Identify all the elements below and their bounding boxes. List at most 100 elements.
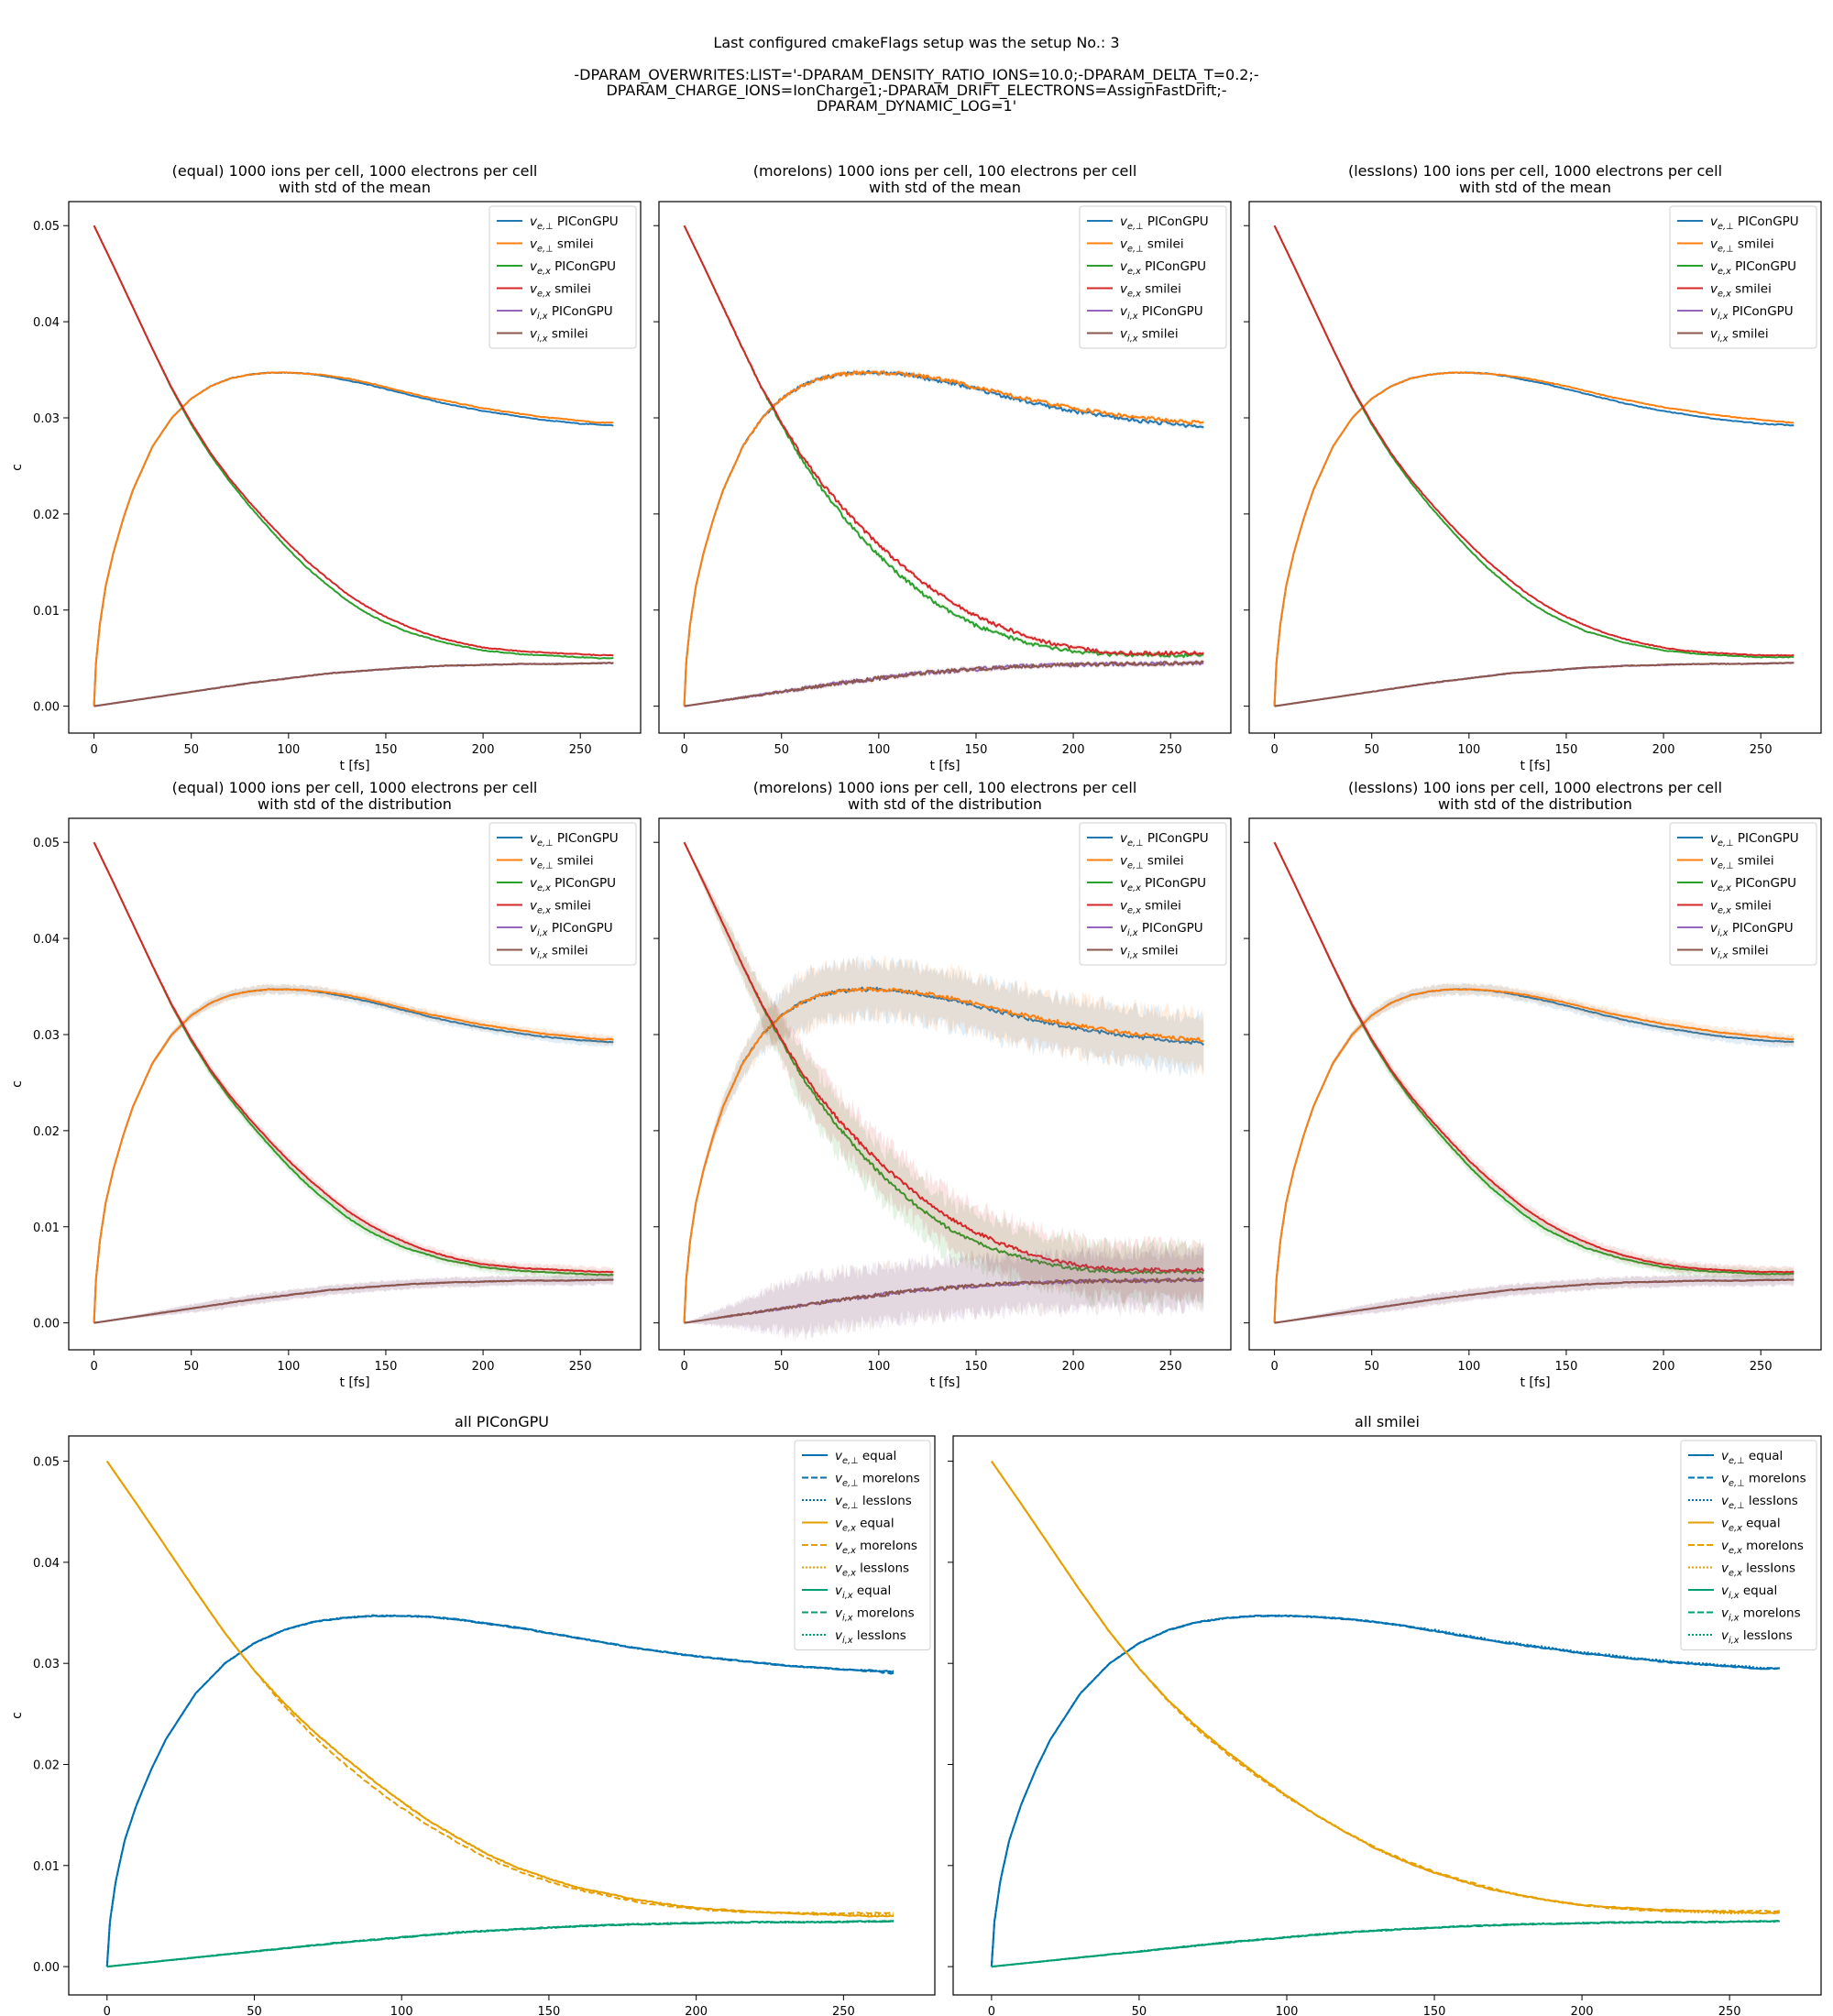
x-tick-label: 50 xyxy=(1364,1360,1379,1374)
x-axis-label: t [fs] xyxy=(929,1375,960,1390)
suptitle-line-2: -DPARAM_OVERWRITES:LIST='-DPARAM_DENSITY… xyxy=(574,66,1259,83)
x-axis-label: t [fs] xyxy=(1520,1375,1550,1390)
x-tick-label: 50 xyxy=(183,743,199,757)
y-tick-label: 0.01 xyxy=(33,1860,60,1874)
series-line-4 xyxy=(93,225,614,657)
chart-title-line: (equal) 1000 ions per cell, 1000 electro… xyxy=(172,162,538,180)
x-tick-label: 250 xyxy=(569,743,592,757)
error-band-6 xyxy=(93,1274,614,1323)
axes-frame xyxy=(952,1435,1822,1996)
legend-label: vi,x lessIons xyxy=(835,1628,906,1646)
plot-series-group xyxy=(990,1461,1781,1968)
legend-label: vi,x equal xyxy=(1721,1583,1777,1601)
legend-label: ve,⊥ lessIons xyxy=(1721,1494,1798,1511)
x-tick-label: 0 xyxy=(90,743,97,757)
series-line-6 xyxy=(1273,1278,1795,1324)
legend: ve,⊥ equal ve,⊥ moreIons ve,⊥ lessIons ve,x… xyxy=(1680,1440,1817,1650)
x-tick-label: 200 xyxy=(1652,1360,1675,1374)
x-tick-label: 250 xyxy=(1750,743,1773,757)
legend-label: ve,x smilei xyxy=(530,282,591,300)
axes-frame xyxy=(658,817,1232,1351)
error-band-6 xyxy=(1274,1272,1795,1323)
series-line-6 xyxy=(991,1461,1780,1915)
series-line-2 xyxy=(683,986,1204,1323)
x-tick-label: 200 xyxy=(1062,743,1085,757)
x-tick-label: 200 xyxy=(472,743,495,757)
chart-title-line: all PIConGPU xyxy=(455,1413,549,1430)
legend-label: vi,x PIConGPU xyxy=(530,921,613,938)
x-tick-label: 200 xyxy=(1571,2005,1594,2016)
series-line-6 xyxy=(1273,662,1795,707)
axes-frame xyxy=(68,201,642,734)
legend-label: ve,x equal xyxy=(1721,1517,1781,1534)
legend: ve,⊥ PIConGPU ve,⊥ smilei ve,x PIConGPU ve,… xyxy=(1079,205,1227,349)
x-tick-label: 150 xyxy=(1555,743,1578,757)
legend-label: ve,x equal xyxy=(835,1517,895,1534)
x-tick-label: 150 xyxy=(1555,1360,1578,1374)
plot-area xyxy=(69,1436,935,1995)
error-band-2 xyxy=(684,954,1204,1323)
series-line-9 xyxy=(991,1919,1781,1968)
chart-panel-2: 0 50 100 150 200 250 t [fs] (moreIons) 1000 ion… xyxy=(653,162,1232,773)
legend-label: ve,⊥ equal xyxy=(835,1449,896,1466)
x-tick-label: 200 xyxy=(1062,1360,1085,1374)
series-line-2 xyxy=(93,371,614,707)
error-band-6 xyxy=(684,659,1204,707)
chart-title-line: with std of the distribution xyxy=(848,795,1042,813)
x-tick-label: 250 xyxy=(1750,1360,1773,1374)
x-tick-label: 150 xyxy=(538,2005,561,2016)
legend-label: vi,x PIConGPU xyxy=(1710,304,1794,322)
x-tick-label: 0 xyxy=(988,2005,995,2016)
error-band-5 xyxy=(684,1244,1204,1341)
legend-label: ve,x lessIons xyxy=(1721,1561,1795,1579)
series-line-2 xyxy=(683,370,1204,707)
series-line-4 xyxy=(683,841,1205,1273)
x-tick-label: 50 xyxy=(183,1360,199,1374)
chart-panel-7: 0501001502002500.000.010.020.030.040.05t… xyxy=(10,1413,936,2016)
x-tick-label: 100 xyxy=(1457,743,1480,757)
legend-label: ve,⊥ moreIons xyxy=(835,1472,920,1489)
plot-series-group xyxy=(683,841,1205,1341)
x-axis-label: t [fs] xyxy=(339,759,369,773)
series-line-8 xyxy=(106,1920,895,1968)
x-tick-label: 100 xyxy=(1457,1360,1480,1374)
plot-series-group xyxy=(93,225,614,707)
legend: ve,⊥ PIConGPU ve,⊥ smilei ve,x PIConGPU ve,… xyxy=(1669,205,1817,349)
legend: ve,⊥ PIConGPU ve,⊥ smilei ve,x PIConGPU ve,… xyxy=(1669,822,1817,966)
chart-title-line: (lessIons) 100 ions per cell, 1000 elect… xyxy=(1348,162,1722,180)
x-tick-label: 0 xyxy=(680,743,687,757)
chart-title-line: with std of the distribution xyxy=(258,795,452,813)
y-tick-label: 0.04 xyxy=(33,316,60,330)
y-tick-label: 0.01 xyxy=(33,1222,60,1235)
series-line-9 xyxy=(106,1920,895,1968)
error-band-6 xyxy=(684,1244,1204,1341)
x-tick-label: 100 xyxy=(277,743,300,757)
series-line-4 xyxy=(683,225,1204,656)
suptitle-line-3: DPARAM_CHARGE_IONS=IonCharge1;-DPARAM_DR… xyxy=(606,82,1227,99)
legend-label: vi,x smilei xyxy=(1120,327,1179,345)
plot-series-group xyxy=(683,225,1204,707)
x-tick-label: 150 xyxy=(375,1360,398,1374)
y-tick-label: 0.05 xyxy=(33,837,60,850)
chart-title-line: (moreIons) 1000 ions per cell, 100 elect… xyxy=(753,162,1137,180)
x-tick-label: 50 xyxy=(1364,743,1379,757)
legend-label: vi,x smilei xyxy=(1710,327,1769,345)
legend-box xyxy=(488,822,637,966)
x-axis-label: t [fs] xyxy=(339,1375,369,1390)
x-tick-label: 250 xyxy=(1718,2005,1741,2016)
series-line-3 xyxy=(105,1614,895,1967)
x-tick-label: 150 xyxy=(965,743,988,757)
x-tick-label: 100 xyxy=(1276,2005,1299,2016)
legend-label: vi,x PIConGPU xyxy=(530,304,613,322)
legend-label: vi,x lessIons xyxy=(1721,1628,1793,1646)
legend: ve,⊥ PIConGPU ve,⊥ smilei ve,x PIConGPU ve,… xyxy=(1079,822,1227,966)
y-tick-label: 0.03 xyxy=(33,1658,60,1671)
chart-panel-1: 0 50 100 150 200 250 0.00 0.01 0.02 0.03 0.04 0.05 t… xyxy=(10,162,642,773)
legend-label: vi,x PIConGPU xyxy=(1120,921,1203,938)
chart-title-line: with std of the mean xyxy=(279,179,431,196)
legend-label: vi,x PIConGPU xyxy=(1120,304,1203,322)
legend-box xyxy=(794,1440,931,1650)
legend-label: ve,⊥ smilei xyxy=(1710,237,1774,255)
